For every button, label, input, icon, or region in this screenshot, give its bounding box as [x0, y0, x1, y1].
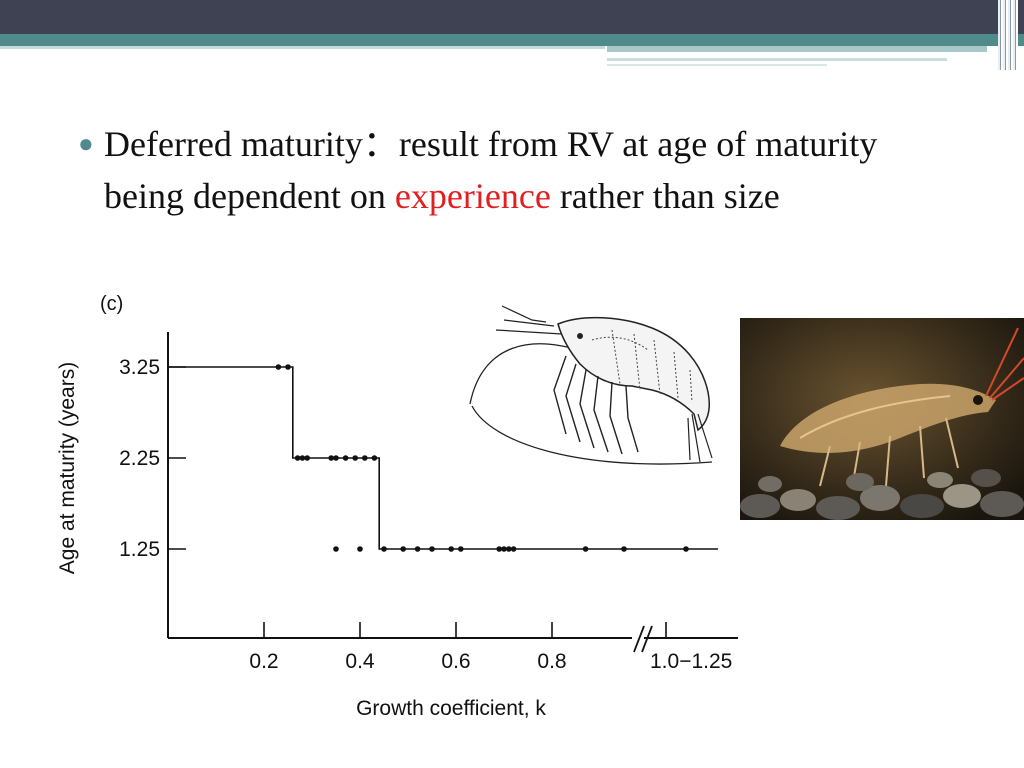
header-dark-bar — [0, 0, 1024, 34]
data-point — [294, 455, 301, 461]
header-vertical-stripes — [998, 0, 1018, 70]
data-point — [352, 455, 359, 461]
x-tick-label: 0.8 — [537, 650, 566, 673]
axis-break-mark — [633, 625, 645, 653]
x-axis-title: Growth coefficient, k — [356, 697, 546, 720]
data-point — [357, 546, 363, 552]
axis-break-mark — [641, 625, 653, 653]
shrimp-photograph — [740, 318, 1024, 520]
header-accent-line — [607, 46, 987, 52]
bullet-text-main: Deferred maturity：result from RV at age … — [104, 124, 878, 216]
step-line — [168, 366, 718, 550]
bullet-dot-icon: ● — [78, 129, 94, 158]
y-axis-title: Age at maturity (years) — [56, 362, 79, 574]
age-maturity-chart: (c) Age at maturity (years) Growth coeff… — [56, 293, 738, 720]
data-point — [381, 546, 387, 552]
header-teal-bar — [0, 34, 1024, 46]
data-point — [333, 546, 339, 552]
x-tick-label: 0.4 — [345, 650, 375, 673]
data-point — [448, 546, 455, 552]
header-accent-line — [607, 64, 827, 66]
data-point — [299, 455, 306, 461]
data-point — [342, 455, 349, 461]
data-point — [285, 364, 291, 370]
data-point — [429, 546, 435, 552]
data-point — [362, 455, 368, 461]
bullet-text: Deferred maturity：result from RV at age … — [104, 118, 964, 260]
y-tick-label: 3.25 — [119, 356, 160, 379]
plot-area — [168, 364, 718, 552]
data-point — [582, 546, 589, 552]
data-point — [333, 455, 339, 461]
bullet-text-highlight: experience — [394, 176, 551, 216]
x-tick-label: 0.2 — [249, 650, 278, 673]
axis-ticks: 0.2 0.4 0.6 0.8 1.0−1.25 1.25 2.25 3.25 — [119, 356, 732, 673]
y-tick-label: 1.25 — [119, 538, 160, 561]
data-point — [458, 546, 464, 552]
data-point — [304, 455, 311, 461]
panel-label: (c) — [100, 293, 123, 315]
data-point — [510, 546, 517, 552]
header-accent-line — [607, 58, 947, 61]
y-tick-label: 2.25 — [119, 447, 160, 470]
shrimp-line-drawing — [469, 305, 713, 465]
x-tick-label: 0.6 — [441, 650, 470, 673]
data-point — [371, 455, 378, 461]
data-point — [621, 546, 627, 552]
data-point — [496, 546, 503, 552]
x-tick-label: 1.0−1.25 — [650, 650, 732, 673]
data-point — [275, 364, 282, 370]
data-point — [328, 455, 335, 461]
data-point — [501, 546, 507, 552]
data-point — [400, 546, 407, 552]
data-point — [506, 546, 512, 552]
header-light-strip — [0, 46, 605, 49]
data-point — [414, 546, 421, 552]
data-point — [683, 546, 689, 552]
bullet-text-end: rather than size — [550, 176, 780, 216]
